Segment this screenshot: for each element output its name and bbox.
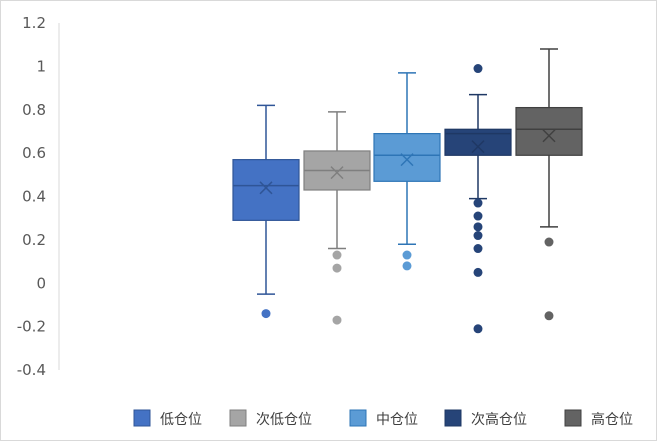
mean-marker-stroke-2	[330, 166, 344, 180]
y-tick-label: 0.6	[22, 144, 46, 162]
legend-item-2: 次低仓位	[229, 409, 312, 428]
outlier-point	[473, 222, 483, 232]
outlier-point	[544, 311, 554, 321]
box-series-3	[373, 72, 441, 271]
legend-swatch	[349, 409, 367, 427]
mean-marker	[471, 140, 485, 154]
y-tick-label: 1.2	[22, 14, 46, 32]
y-tick-label: 0	[36, 274, 46, 292]
legend-label: 次高仓位	[471, 411, 527, 428]
box-series-5	[515, 48, 583, 321]
outlier-point	[332, 315, 342, 325]
y-tick-label: 0.2	[22, 231, 46, 249]
mean-marker-stroke-2	[259, 181, 273, 195]
legend-item-5: 高仓位	[564, 409, 633, 428]
legend-item-4: 次高仓位	[444, 409, 527, 428]
mean-marker	[400, 153, 414, 167]
y-tick-label: 0.4	[22, 188, 46, 206]
outlier-point	[332, 250, 342, 260]
mean-marker	[259, 181, 273, 195]
mean-marker	[542, 129, 556, 143]
box-body	[232, 159, 300, 221]
outlier-point	[402, 250, 412, 260]
legend-swatch	[564, 409, 582, 427]
legend-label: 高仓位	[591, 411, 633, 428]
legend-layer: 低仓位 次低仓位 中仓位 次高仓位 高仓位	[133, 409, 633, 428]
y-tick-label: 1	[36, 57, 46, 75]
outlier-point	[261, 309, 271, 319]
mean-marker-stroke-2	[542, 129, 556, 143]
legend-swatch	[444, 409, 462, 427]
axis-layer: -0.4 -0.2 0 0.2 0.4 0.6 0.8 1 1.2	[17, 14, 60, 379]
outlier-point	[473, 198, 483, 208]
outlier-point	[473, 211, 483, 221]
outlier-point	[332, 263, 342, 273]
legend-label: 中仓位	[376, 412, 418, 428]
legend-label: 次低仓位	[256, 412, 312, 428]
y-tick-label: -0.4	[17, 361, 46, 379]
y-tick-label: -0.2	[17, 318, 46, 336]
box-layer	[232, 48, 583, 334]
box-series-4	[444, 64, 512, 334]
y-tick-label: 0.8	[22, 101, 46, 119]
box-series-1	[232, 104, 300, 319]
outlier-point	[473, 267, 483, 277]
box-series-2	[303, 111, 371, 325]
mean-marker-stroke-2	[400, 153, 414, 167]
box-body	[373, 133, 441, 182]
mean-marker	[330, 166, 344, 180]
legend-swatch	[229, 409, 247, 427]
outlier-point	[473, 231, 483, 241]
box-body	[515, 106, 583, 156]
legend-item-1: 低仓位	[133, 409, 202, 428]
legend-item-3: 中仓位	[349, 409, 418, 428]
legend-swatch	[133, 409, 151, 427]
outlier-point	[473, 244, 483, 254]
mean-marker-stroke-2	[471, 140, 485, 154]
outlier-point	[473, 324, 483, 334]
outlier-point	[473, 64, 483, 74]
outlier-point	[402, 261, 412, 271]
outlier-point	[544, 237, 554, 247]
legend-label: 低仓位	[160, 412, 202, 428]
